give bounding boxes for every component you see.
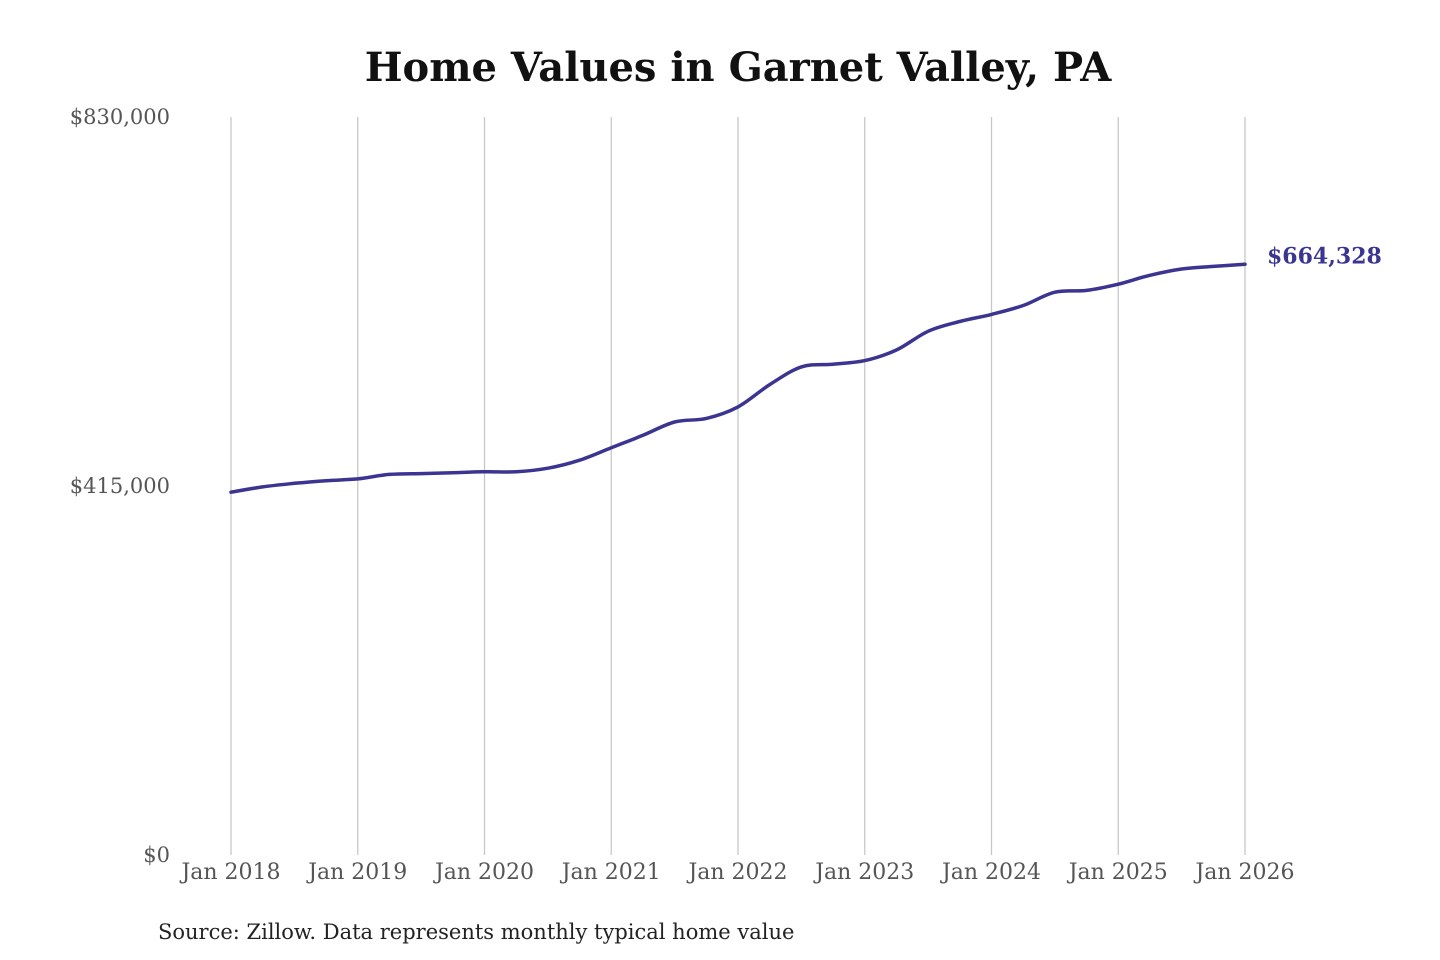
x-tick-label: Jan 2019 [306,860,407,885]
x-tick-label: Jan 2024 [940,860,1041,885]
x-tick-label: Jan 2020 [433,860,534,885]
x-tick-label: Jan 2018 [179,860,280,885]
x-tick-label: Jan 2025 [1067,860,1168,885]
end-value-label: $664,328 [1267,243,1382,269]
y-tick-label: $0 [143,843,170,867]
x-tick-label: Jan 2022 [686,860,787,885]
series-group: $664,328 [229,243,1382,494]
source-note: Source: Zillow. Data represents monthly … [158,920,794,944]
x-axis-tick-labels: Jan 2018 Jan 2019 Jan 2020 Jan 2021 Jan 2022… [179,860,1294,885]
x-tick-label: Jan 2021 [560,860,661,885]
y-axis-tick-labels: $830,000 $415,000 $0 [70,105,170,867]
y-tick-label: $830,000 [70,105,170,129]
series-line [229,262,1247,494]
x-tick-label: Jan 2023 [813,860,914,885]
y-tick-label: $415,000 [70,474,170,498]
x-tick-label: Jan 2026 [1193,860,1294,885]
chart-title: Home Values in Garnet Valley, PA [365,44,1112,91]
gridlines [230,117,1246,855]
